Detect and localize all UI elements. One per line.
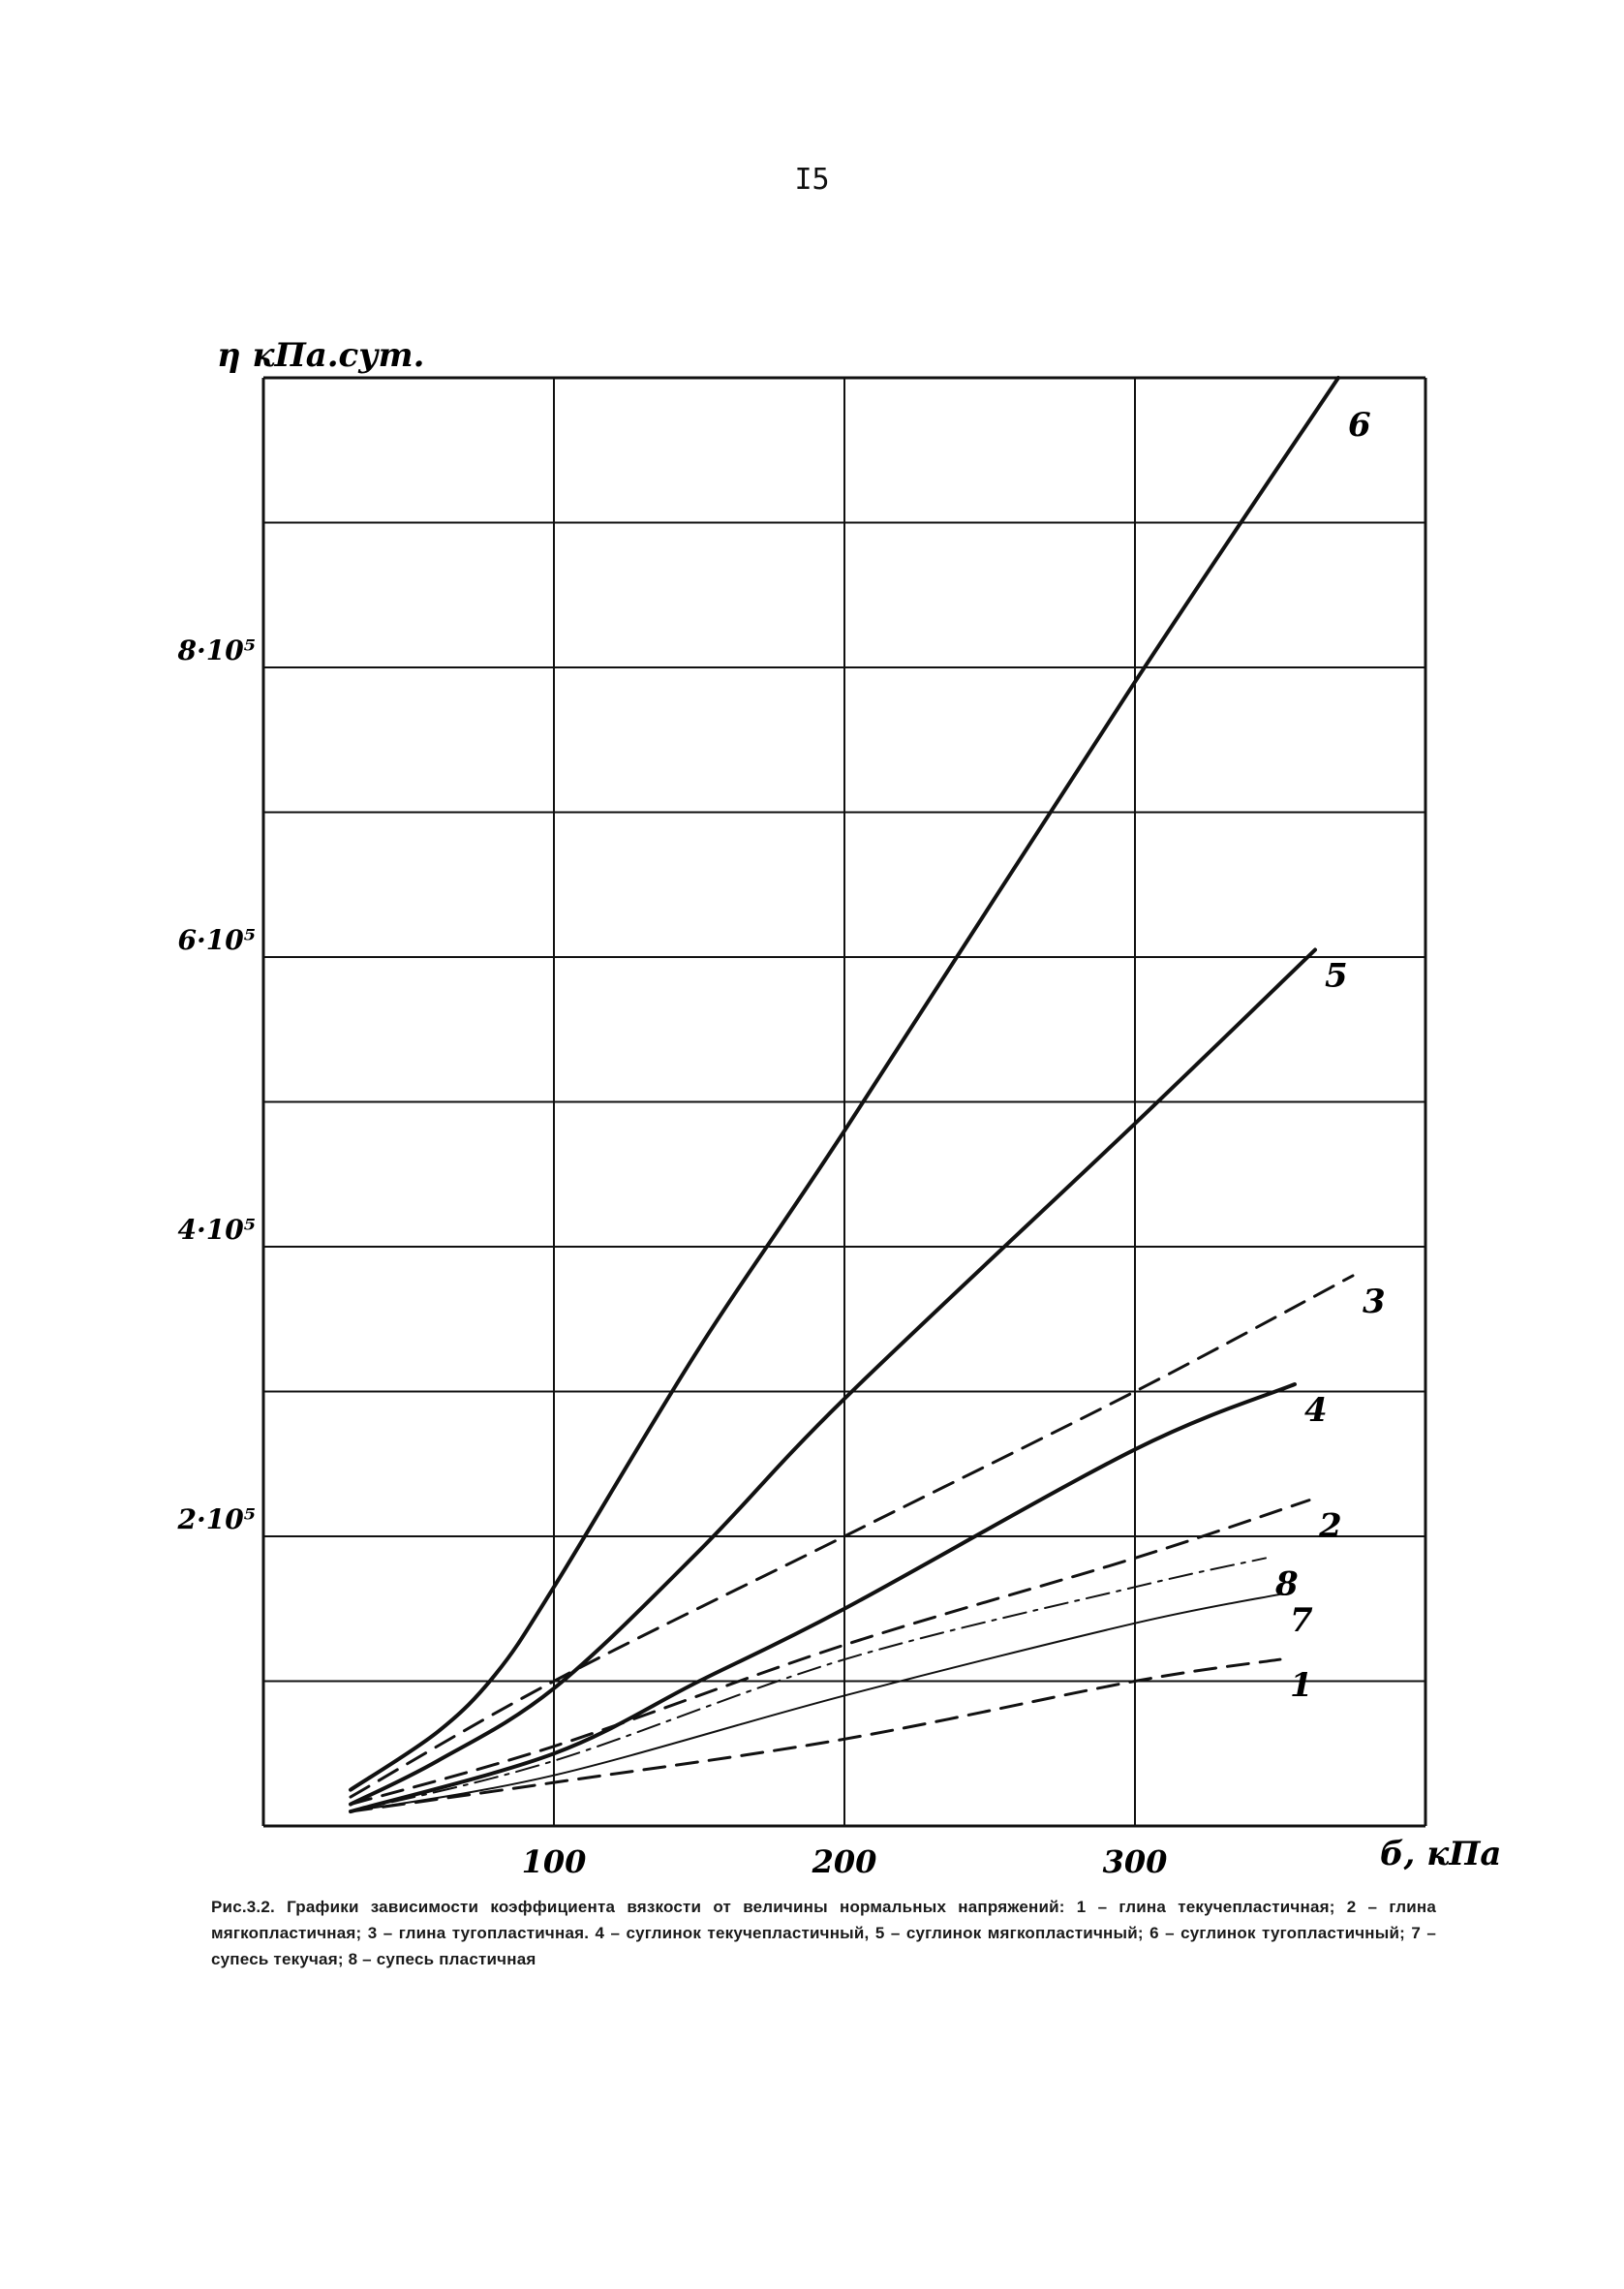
series-line-7	[350, 1593, 1281, 1813]
series-line-2	[349, 1499, 1311, 1807]
y-tick-label: 2·10⁵	[177, 1503, 256, 1535]
series-label-6: 6	[1348, 406, 1371, 445]
series-line-4	[349, 1382, 1297, 1814]
series-line-3	[349, 1274, 1355, 1799]
chart-grid	[261, 376, 1427, 1828]
x-tick-label: 100	[522, 1843, 587, 1880]
chart-series-labels: 1 2 3 4 5 6 78	[1274, 406, 1386, 1705]
series-label-1: 1	[1290, 1666, 1313, 1705]
x-tick-label: 200	[812, 1843, 877, 1880]
x-axis-label: б, кПа	[1380, 1835, 1501, 1873]
y-tick-label: 6·10⁵	[178, 924, 256, 956]
series-line-5	[349, 947, 1317, 1807]
figure-caption: Рис.3.2. Графики зависимости коэффициент…	[211, 1898, 1436, 1968]
page-number: I5	[794, 163, 830, 197]
series-label-4: 4	[1304, 1391, 1328, 1430]
series-line-1	[349, 1657, 1282, 1813]
series-label-3: 3	[1363, 1283, 1386, 1321]
series-label-8: 8	[1274, 1564, 1299, 1603]
series-label-5: 5	[1325, 957, 1348, 996]
y-tick-label: 8·10⁵	[177, 634, 256, 666]
y-tick-label: 4·10⁵	[178, 1214, 256, 1246]
y-axis-label: η кПа.сут.	[217, 336, 424, 375]
chart-ticks: 100 200 300 2·10⁵ 4·10⁵ 6·10⁵ 8·10⁵	[177, 634, 1168, 1880]
series-label-2: 2	[1318, 1507, 1342, 1546]
series-label-7: 7	[1290, 1601, 1313, 1640]
chart-series	[349, 376, 1355, 1814]
x-tick-label: 300	[1103, 1843, 1168, 1880]
series-line-6	[349, 376, 1340, 1792]
series-line-8	[350, 1557, 1267, 1813]
